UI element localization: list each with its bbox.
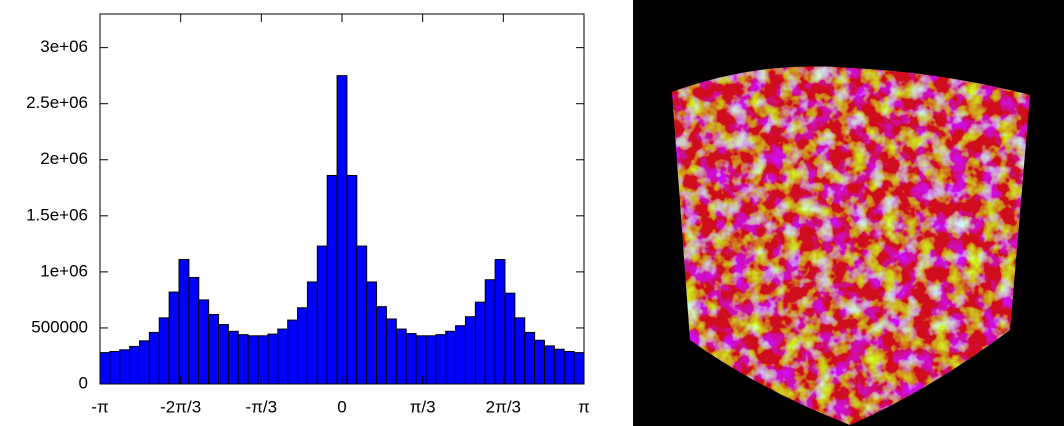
bar — [524, 331, 536, 385]
bar — [336, 75, 348, 385]
x-tick-label: -2π/3 — [160, 397, 201, 416]
bar — [356, 245, 368, 385]
bar — [257, 335, 269, 385]
bar — [198, 299, 210, 385]
bar — [237, 334, 249, 385]
bar — [494, 259, 506, 385]
render-volume — [672, 66, 1030, 426]
x-tick-label: 0 — [337, 397, 346, 416]
bar — [553, 348, 565, 385]
bar — [218, 324, 229, 385]
bar — [405, 333, 417, 385]
x-tick-label: -π — [91, 397, 108, 416]
bar — [376, 306, 387, 385]
bar — [395, 328, 407, 385]
bar — [455, 325, 466, 385]
bar — [168, 291, 180, 385]
bar — [129, 345, 141, 385]
bar — [504, 292, 516, 385]
bar — [139, 340, 150, 385]
bar — [346, 174, 358, 385]
bar — [158, 317, 170, 385]
y-tick-label: 2.5e+06 — [26, 93, 88, 112]
y-tick-label: 1e+06 — [40, 261, 88, 280]
bar — [287, 319, 299, 385]
x-tick-label: -π/3 — [246, 397, 278, 416]
bar — [297, 307, 308, 385]
y-tick-label: 1.5e+06 — [26, 205, 88, 224]
bar — [99, 352, 111, 385]
bar — [178, 259, 190, 385]
bar — [366, 281, 378, 385]
bar — [277, 328, 289, 385]
bar — [316, 245, 328, 385]
bar — [119, 349, 131, 385]
bar — [563, 350, 575, 385]
bar — [445, 330, 457, 385]
bar — [227, 330, 239, 385]
bar — [385, 318, 397, 385]
bar — [208, 313, 220, 385]
bar — [247, 335, 259, 385]
bar — [573, 352, 585, 385]
x-tick-label: π — [578, 397, 590, 416]
render-panel — [633, 0, 1064, 426]
bar — [464, 316, 476, 385]
bar — [484, 279, 496, 385]
bar — [543, 345, 555, 385]
bar — [188, 276, 200, 385]
bar — [425, 335, 437, 385]
y-tick-label: 2e+06 — [40, 149, 88, 168]
bar — [267, 333, 279, 385]
bar — [109, 350, 121, 385]
bar — [148, 331, 160, 385]
bar — [415, 335, 427, 385]
bar — [306, 281, 318, 385]
y-tick-label: 3e+06 — [40, 37, 88, 56]
bar — [514, 317, 526, 385]
x-tick-label: π/3 — [410, 397, 436, 416]
y-tick-label: 0 — [79, 373, 88, 392]
histogram-plot: 0 500000 1e+06 1.5e+06 2e+06 2.5e+06 3e+06 -π -2… — [26, 13, 590, 416]
bar — [326, 174, 338, 385]
bar — [534, 339, 545, 385]
x-tick-label: 2π/3 — [486, 397, 521, 416]
bar — [474, 301, 486, 385]
y-tick-label: 500000 — [31, 317, 88, 336]
bar — [435, 334, 447, 385]
